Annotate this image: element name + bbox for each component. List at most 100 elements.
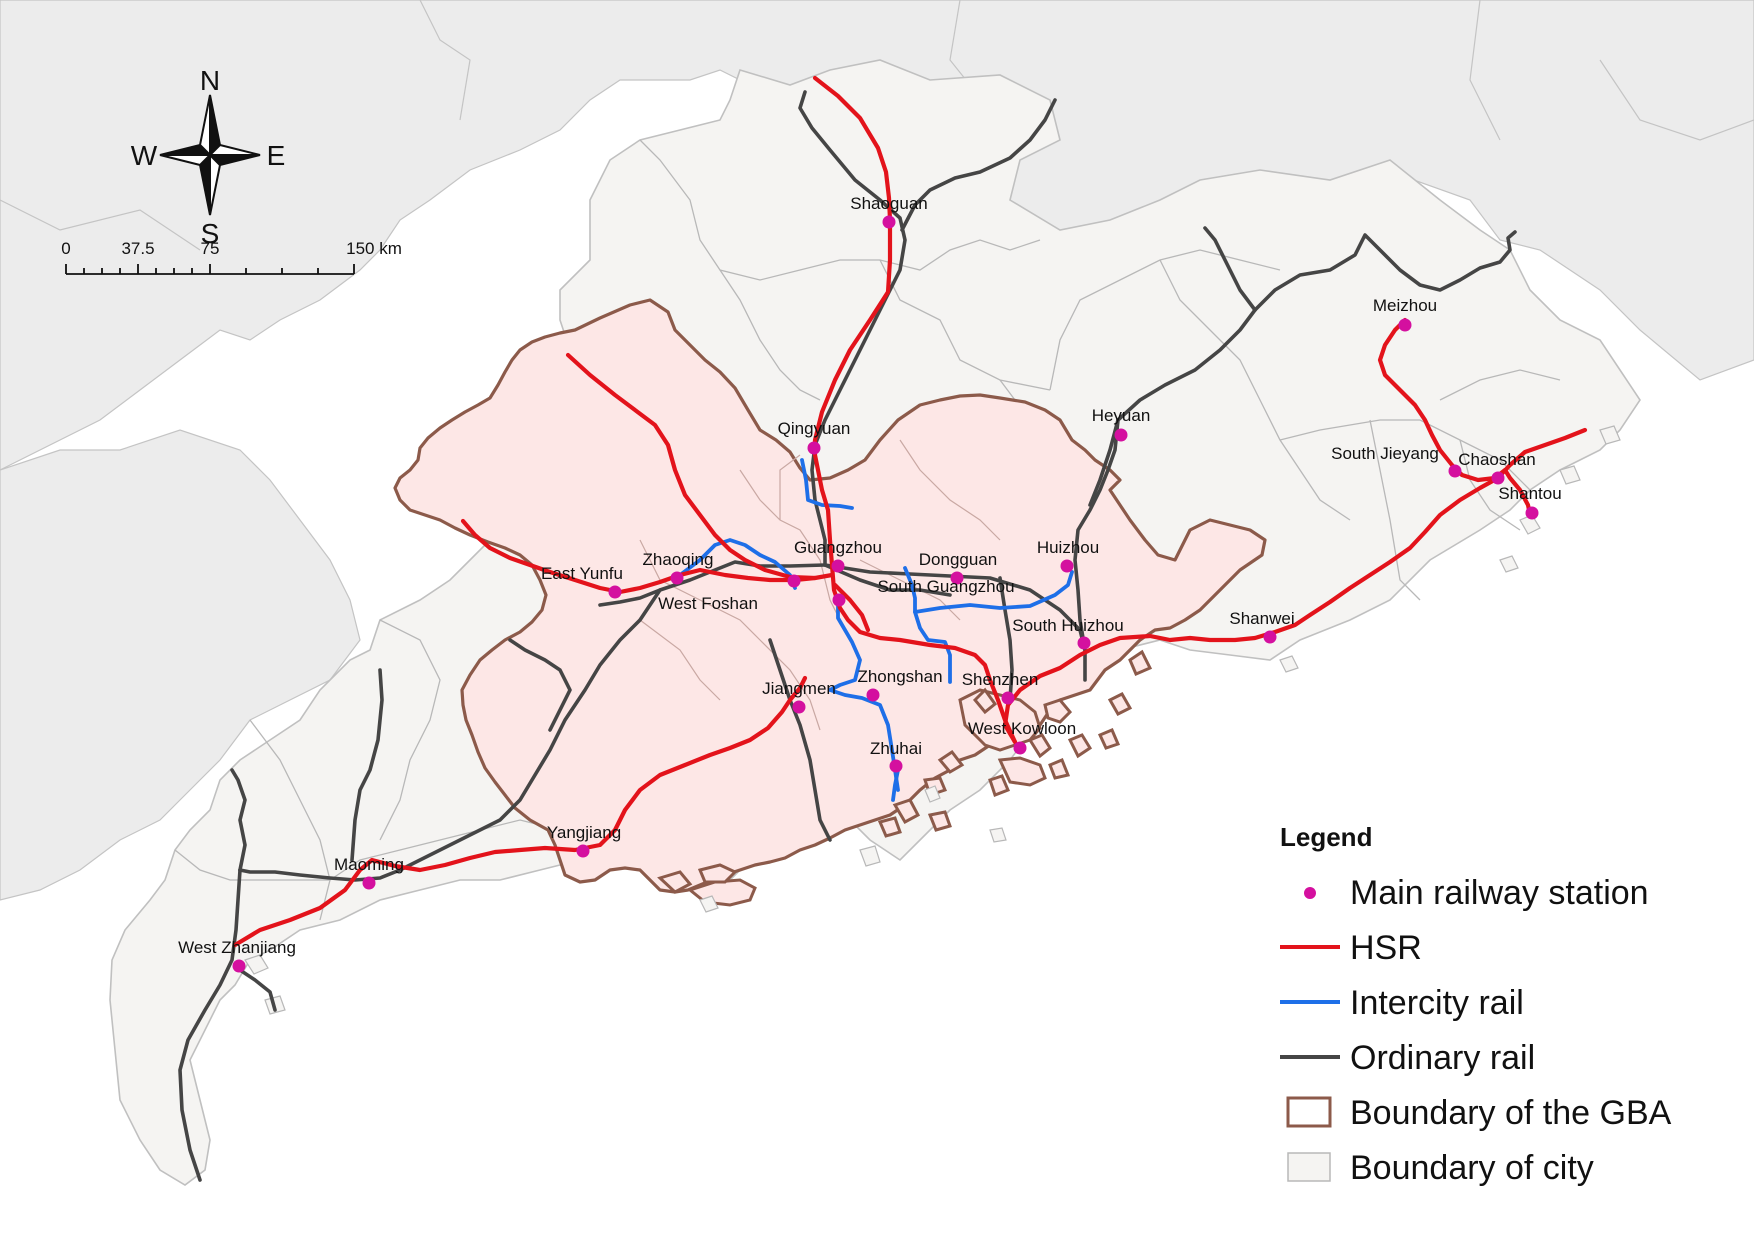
ordinary-rail-ganzhou — [900, 98, 1057, 232]
station-marker — [1060, 559, 1074, 573]
neighbour-boundaries — [0, 0, 1754, 251]
station-marker — [1491, 471, 1505, 485]
station-zhuhai: Zhuhai — [870, 739, 922, 773]
legend-ordinary-label: Ordinary rail — [1350, 1039, 1535, 1077]
hsr-nanguang — [460, 518, 818, 595]
station-marker — [1263, 630, 1277, 644]
station-meizhou: Meizhou — [1373, 296, 1437, 332]
station-label: Jiangmen — [762, 679, 836, 698]
station-label: West Kowloon — [968, 719, 1076, 738]
station-jiangmen: Jiangmen — [762, 679, 836, 714]
station-label: Yangjiang — [547, 823, 621, 842]
station-yangjiang: Yangjiang — [547, 823, 621, 858]
ordinary-rail-heyuan — [1088, 418, 1120, 507]
legend-station-symbol — [1304, 887, 1316, 899]
station-huizhou: Huizhou — [1037, 538, 1099, 573]
ordinary-rail-zhanjiang — [178, 868, 242, 1182]
station-label: Heyuan — [1092, 406, 1151, 425]
station-label: East Yunfu — [541, 564, 623, 583]
station-marker — [832, 593, 846, 607]
station-label: Huizhou — [1037, 538, 1099, 557]
station-marker — [882, 215, 896, 229]
station-marker — [1398, 318, 1412, 332]
legend-gba-label: Boundary of the GBA — [1350, 1094, 1672, 1132]
station-shaoguan: Shaoguan — [850, 194, 928, 229]
station-shanwei: Shanwei — [1229, 609, 1295, 644]
station-label: Qingyuan — [778, 419, 851, 438]
station-label: Shenzhen — [962, 670, 1039, 689]
station-marker — [1448, 464, 1462, 478]
hsr-lines — [232, 75, 1588, 948]
intercity-rail-lines — [678, 458, 1074, 802]
legend-station-label: Main railway station — [1350, 874, 1649, 912]
estuary-islands — [657, 649, 1153, 907]
compass-rose: N S E W — [131, 65, 286, 249]
ordinary-rail-jingguang — [798, 90, 907, 567]
legend: Legend Main railway station HSR Intercit… — [1280, 822, 1672, 1187]
legend-city-label: Boundary of city — [1350, 1149, 1594, 1187]
intercity-guangfozhao — [678, 538, 797, 590]
ordinary-rail-zhanjiang-west — [230, 768, 247, 872]
station-marker — [866, 688, 880, 702]
station-marker — [787, 574, 801, 588]
intercity-dongguan-south — [913, 610, 952, 684]
station-marker — [1114, 428, 1128, 442]
station-dongguan: Dongguan — [919, 550, 997, 585]
intercity-zhuhai-end — [891, 768, 900, 802]
compass-north-label: N — [200, 65, 220, 96]
station-label: Zhuhai — [870, 739, 922, 758]
ordinary-rail-west-branch — [350, 668, 384, 862]
hsr-meishan — [1377, 317, 1533, 518]
station-label: Shaoguan — [850, 194, 928, 213]
ordinary-rail-lines — [178, 90, 1517, 1182]
station-label: West Foshan — [658, 594, 758, 613]
station-label: South Huizhou — [1012, 616, 1124, 635]
hsr-xiashen — [1002, 427, 1588, 745]
scale-label-37-5: 37.5 — [121, 239, 154, 258]
gba-area — [393, 298, 1267, 894]
scale-bar-line — [65, 264, 355, 275]
ordinary-rail-guangshen — [823, 563, 952, 597]
station-label: Zhaoqing — [643, 550, 714, 569]
compass-west-label: W — [131, 140, 158, 171]
ordinary-rail-maoming-branch — [508, 638, 572, 732]
station-south-huizhou: South Huizhou — [1012, 616, 1124, 650]
station-label: Dongguan — [919, 550, 997, 569]
station-shantou: Shantou — [1498, 484, 1562, 520]
hsr-zhuhai — [832, 582, 871, 633]
gba-region — [393, 298, 1267, 907]
legend-gba-symbol — [1286, 1096, 1332, 1128]
station-guangzhou: Guangzhou — [794, 538, 882, 573]
station-label: South Jieyang — [1331, 444, 1439, 463]
station-shenzhen: Shenzhen — [962, 670, 1039, 705]
hsr-shenmao — [232, 675, 808, 948]
outside-land — [0, 0, 1754, 901]
intercity-guanghui — [903, 566, 1074, 614]
station-marker — [608, 585, 622, 599]
station-west-kowloon: West Kowloon — [968, 719, 1076, 755]
ordinary-rail-meizhou — [1203, 226, 1257, 312]
station-marker — [1077, 636, 1091, 650]
legend-intercity-label: Intercity rail — [1350, 984, 1524, 1022]
station-qingyuan: Qingyuan — [778, 419, 851, 455]
station-marker — [576, 844, 590, 858]
station-marker — [670, 571, 684, 585]
scale-bar: 0 37.5 75 150 km — [61, 239, 402, 275]
scale-label-0: 0 — [61, 239, 70, 258]
ordinary-rail-shenzhen — [998, 576, 1014, 702]
station-label: Chaoshan — [1458, 450, 1536, 469]
station-east-yunfu: East Yunfu — [541, 564, 623, 599]
station-marker — [831, 559, 845, 573]
station-marker — [950, 571, 964, 585]
legend-city-symbol — [1287, 1152, 1331, 1182]
station-label: Meizhou — [1373, 296, 1437, 315]
hsr-wuguang — [812, 75, 1018, 745]
station-west-zhanjiang: West Zhanjiang — [178, 938, 296, 973]
station-marker — [1013, 741, 1027, 755]
station-marker — [1001, 691, 1015, 705]
station-south-jieyang: South Jieyang — [1331, 444, 1462, 478]
north-arrow-icon — [159, 94, 261, 216]
station-marker — [232, 959, 246, 973]
legend-title: Legend — [1280, 822, 1372, 852]
